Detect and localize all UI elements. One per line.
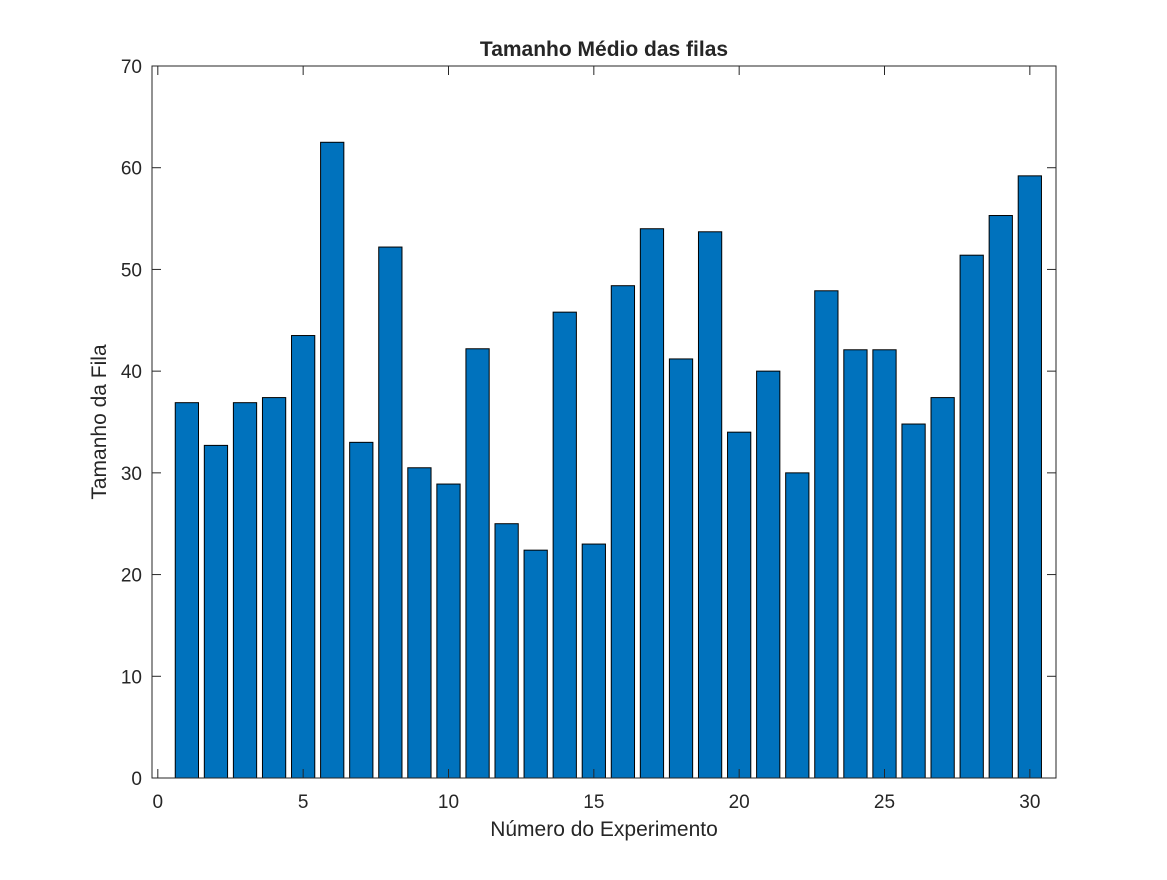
bar-27	[930, 397, 955, 779]
plot-area-frame	[151, 65, 1057, 779]
y-tick-label: 30	[121, 464, 142, 485]
x-tick-label: 25	[874, 792, 895, 813]
x-tick-label: 30	[1019, 792, 1040, 813]
bar-28	[959, 254, 984, 779]
chart-title: Tamanho Médio das filas	[480, 38, 728, 61]
x-tick-label: 10	[438, 792, 459, 813]
bar-14	[552, 311, 577, 779]
bar-8	[378, 246, 403, 779]
bar-2	[203, 444, 229, 779]
bar-10	[436, 483, 461, 779]
y-tick-label: 60	[121, 159, 142, 180]
bar-24	[843, 349, 868, 779]
bar-4	[261, 397, 287, 779]
bar-19	[697, 231, 723, 779]
y-tick-label: 70	[121, 57, 142, 78]
bar-11	[465, 348, 490, 779]
y-tick-label: 10	[121, 667, 142, 688]
bar-30	[1017, 175, 1042, 779]
bar-29	[988, 215, 1013, 779]
bar-15	[581, 543, 606, 779]
bar-20	[727, 431, 752, 779]
x-tick-label: 5	[298, 792, 309, 813]
x-tick-label: 15	[583, 792, 604, 813]
bar-17	[639, 228, 665, 779]
bar-9	[407, 467, 432, 779]
bar-5	[291, 335, 316, 779]
bar-25	[872, 349, 897, 779]
bar-18	[668, 358, 694, 779]
x-tick-label: 0	[153, 792, 164, 813]
bars-layer	[174, 141, 1042, 779]
bar-13	[523, 549, 548, 779]
y-tick-label: 50	[121, 260, 142, 281]
x-tick-label: 20	[729, 792, 750, 813]
bar-21	[756, 370, 781, 779]
y-axis-label: Tamanho da Fila	[88, 344, 111, 500]
bar-1	[174, 402, 199, 779]
bar-3	[232, 402, 258, 779]
y-tick-label: 40	[121, 362, 142, 383]
y-tick-label: 0	[131, 769, 142, 790]
y-tick-label: 20	[121, 566, 142, 587]
bar-16	[610, 285, 636, 779]
bar-23	[814, 290, 839, 779]
ticks-layer: 0 5 10 15 20 25 30 0 10 20 30 40 50 60 70	[121, 57, 1056, 813]
bar-26	[901, 423, 926, 779]
bar-12	[494, 523, 519, 779]
bar-22	[785, 472, 810, 779]
x-axis-label: Número do Experimento	[490, 818, 718, 841]
bar-7	[349, 441, 374, 779]
bar-6	[320, 141, 345, 779]
